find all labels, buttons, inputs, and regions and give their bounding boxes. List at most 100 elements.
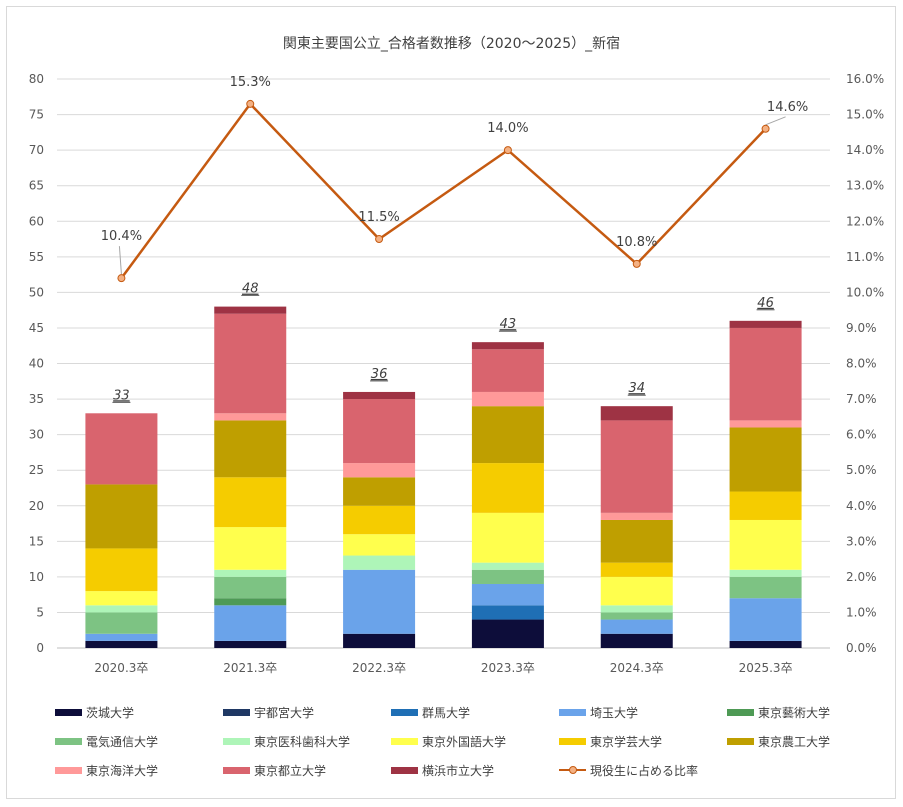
bar-segment xyxy=(600,519,673,563)
bar-segment xyxy=(214,605,287,641)
legend-label: 東京都立大学 xyxy=(254,763,327,778)
bar-segment xyxy=(214,527,287,570)
legend-item: 東京都立大学 xyxy=(223,760,326,780)
y-tick-label: 50 xyxy=(29,285,44,299)
ratio-point xyxy=(375,235,384,244)
y-tick-label: 30 xyxy=(29,428,44,442)
y-tick-label: 40 xyxy=(29,357,44,371)
y-tick-label: 75 xyxy=(29,108,44,122)
bar-segment xyxy=(471,619,544,648)
legend-item: 宇都宮大学 xyxy=(223,702,314,722)
legend-item: 東京外国語大学 xyxy=(391,731,506,751)
bar-segment xyxy=(471,569,544,584)
legend-swatch xyxy=(391,708,418,716)
legend-label: 横浜市立大学 xyxy=(422,763,495,778)
legend-label: 現役生に占める比率 xyxy=(590,763,699,778)
chart-frame xyxy=(6,6,896,799)
bar-segment xyxy=(600,605,673,613)
y2-tick-label: 11.0% xyxy=(846,250,884,264)
bar-segment xyxy=(729,420,802,428)
ratio-line-path xyxy=(120,102,767,279)
bar-segment xyxy=(214,569,287,577)
y2-tick-label: 3.0% xyxy=(846,534,877,548)
ratio-data-label: 11.5% xyxy=(358,210,399,225)
legend-item: 東京医科歯科大学 xyxy=(223,731,350,751)
y-tick-label: 0 xyxy=(36,641,44,655)
bar-segment xyxy=(471,463,544,513)
bar-segment xyxy=(343,534,416,556)
bar-total-label: 36 xyxy=(371,367,388,382)
leader-line xyxy=(765,116,786,126)
bar-segment xyxy=(471,391,544,407)
legend-swatch xyxy=(559,737,586,745)
bar-segment xyxy=(85,633,158,641)
bar-segment xyxy=(729,640,802,648)
legend-swatch xyxy=(55,708,82,716)
y2-tick-label: 8.0% xyxy=(846,357,877,371)
legend-item: 東京海洋大学 xyxy=(55,760,158,780)
bar-segment xyxy=(729,598,802,641)
bar-total-label: 33 xyxy=(113,388,130,403)
ratio-data-label: 10.8% xyxy=(616,235,657,250)
y-tick-label: 10 xyxy=(29,570,44,584)
legend-item: 東京藝術大学 xyxy=(727,702,830,722)
y2-tick-label: 16.0% xyxy=(846,72,884,86)
legend-label: 茨城大学 xyxy=(86,705,135,720)
legend-label: 群馬大学 xyxy=(422,705,471,720)
bar-segment xyxy=(729,569,802,577)
bar-segment xyxy=(343,555,416,570)
legend-item: 東京学芸大学 xyxy=(559,731,662,751)
bar-segment xyxy=(85,413,158,485)
legend-item: 電気通信大学 xyxy=(55,731,158,751)
ratio-point xyxy=(632,259,641,268)
ratio-data-label: 14.6% xyxy=(767,100,808,115)
bar-segment xyxy=(343,569,416,634)
bar-segment xyxy=(214,413,287,421)
y2-tick-label: 2.0% xyxy=(846,570,877,584)
legend-label: 東京学芸大学 xyxy=(590,734,663,749)
bar-segment xyxy=(600,619,673,634)
y2-tick-label: 15.0% xyxy=(846,108,884,122)
bar-segment xyxy=(343,633,416,648)
legend-label: 東京農工大学 xyxy=(758,734,831,749)
chart-title: 関東主要国公立_合格者数推移（2020～2025）_新宿 xyxy=(282,36,621,52)
bar-segment xyxy=(343,463,416,478)
bar-segment xyxy=(85,484,158,549)
y2-tick-label: 12.0% xyxy=(846,214,884,228)
bar-segment xyxy=(471,512,544,563)
legend-label: 東京海洋大学 xyxy=(86,763,159,778)
gridlines xyxy=(57,78,830,649)
y-tick-label: 15 xyxy=(29,534,44,548)
bar-segment xyxy=(214,598,287,606)
x-tick-label: 2023.3卒 xyxy=(481,661,535,675)
ratio-point xyxy=(117,274,126,283)
bar-segment xyxy=(471,605,544,620)
bar-segment xyxy=(214,576,287,599)
bar-segment xyxy=(85,605,158,613)
ratio-point xyxy=(503,146,512,155)
x-tick-label: 2020.3卒 xyxy=(94,661,148,675)
y-tick-label: 5 xyxy=(36,605,44,619)
y-tick-label: 80 xyxy=(29,72,44,86)
x-tick-label: 2024.3卒 xyxy=(610,661,664,675)
y2-tick-label: 9.0% xyxy=(846,321,877,335)
bar-segment xyxy=(600,612,673,620)
bar-segment xyxy=(600,406,673,421)
y-tick-label: 45 xyxy=(29,321,44,335)
y2-tick-label: 13.0% xyxy=(846,179,884,193)
bar-segment xyxy=(729,519,802,570)
stacked-bar-line-chart: 33 48 36 43 34 46 10.4% 15.3% 11.5% 14.0% 10.8% 14… xyxy=(29,72,884,675)
y2-tick-label: 14.0% xyxy=(846,143,884,157)
y2-tick-label: 4.0% xyxy=(846,499,877,513)
y-tick-label: 35 xyxy=(29,392,44,406)
y-tick-label: 55 xyxy=(29,250,44,264)
legend-swatch xyxy=(223,737,250,745)
legend-item: 東京農工大学 xyxy=(727,731,830,751)
ratio-data-label: 15.3% xyxy=(230,75,271,90)
y-tick-label: 70 xyxy=(29,143,44,157)
bar-segment xyxy=(85,548,158,592)
bar-segment xyxy=(729,327,802,421)
bar-segment xyxy=(214,313,287,414)
bar-segment xyxy=(471,406,544,464)
bar-total-label: 48 xyxy=(242,282,259,297)
